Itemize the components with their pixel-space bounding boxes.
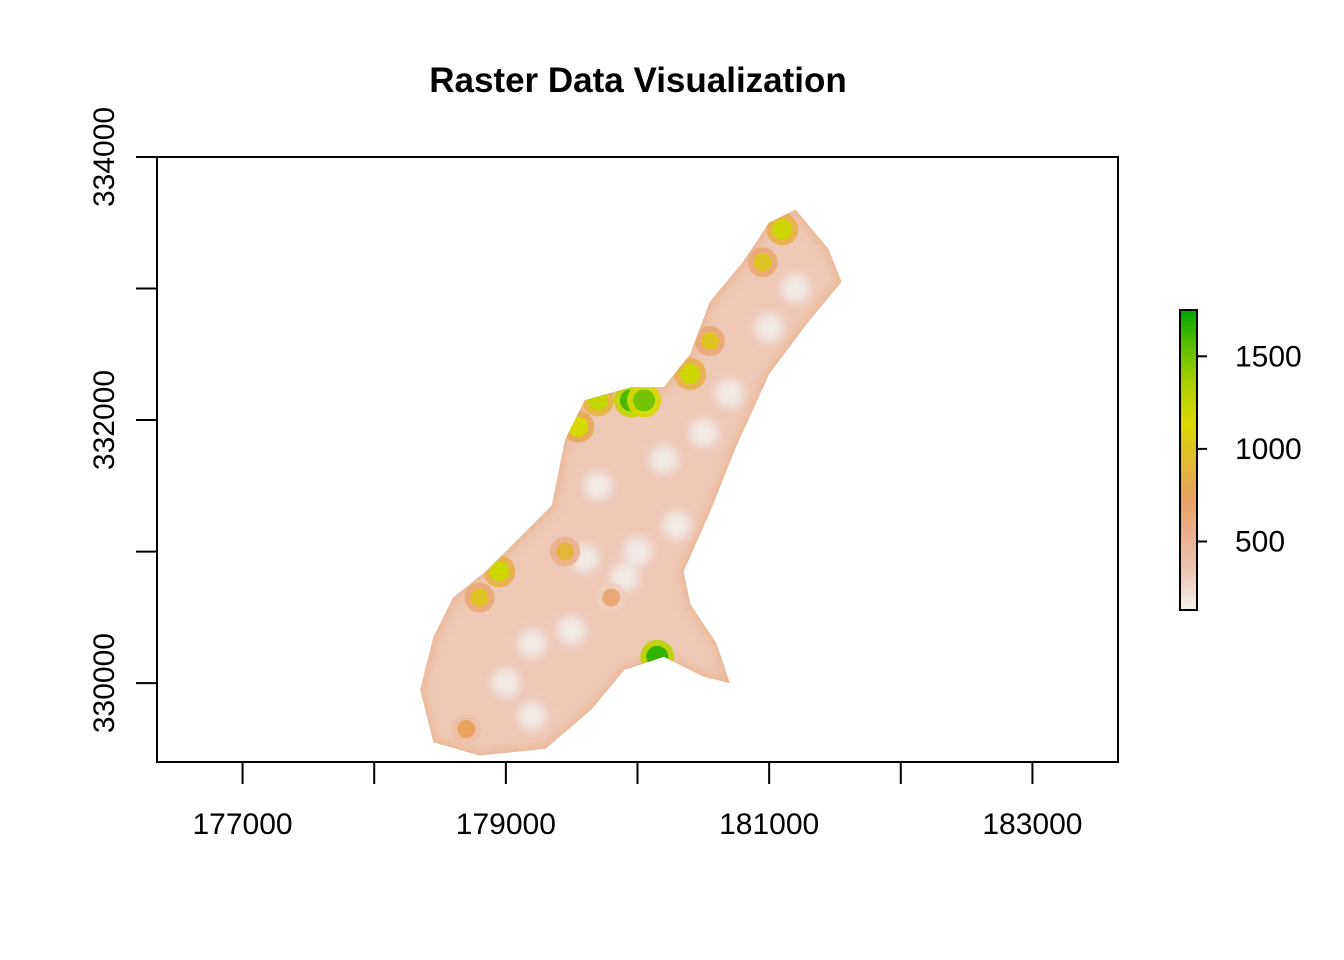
raster-hotspot xyxy=(556,542,575,561)
y-tick-label: 334000 xyxy=(88,107,121,207)
y-tick-label: 332000 xyxy=(88,370,121,470)
raster-low-spot xyxy=(781,274,810,303)
legend-tick-label: 1500 xyxy=(1235,340,1302,373)
raster-interior xyxy=(420,209,842,756)
raster-low-spot xyxy=(755,313,784,342)
raster-hotspot xyxy=(457,720,476,739)
x-tick-label: 181000 xyxy=(719,808,819,841)
raster-hotspot xyxy=(568,416,589,437)
raster-hotspot xyxy=(470,588,489,607)
raster-hotspot xyxy=(489,561,510,582)
raster-hotspot xyxy=(633,389,656,412)
raster-hotspot xyxy=(680,364,701,385)
raster-hotspot xyxy=(753,253,772,272)
raster-low-spot xyxy=(715,379,744,408)
raster-low-spot xyxy=(623,537,652,566)
raster-low-spot xyxy=(649,445,678,474)
raster-low-spot xyxy=(518,701,547,730)
raster-low-spot xyxy=(491,669,520,698)
x-tick-label: 179000 xyxy=(456,808,556,841)
legend-tick-label: 1000 xyxy=(1235,433,1302,466)
raster-hotspot xyxy=(700,332,719,351)
x-axis: 177000 179000 181000 183000 xyxy=(193,761,1082,841)
raster-hotspot xyxy=(602,588,621,607)
raster-low-spot xyxy=(557,616,586,645)
x-tick-label: 183000 xyxy=(982,808,1082,841)
raster-hotspot xyxy=(772,219,793,240)
color-legend: 500 1000 1500 xyxy=(1179,309,1302,611)
raster-hotspot xyxy=(588,390,609,411)
legend-tick-label: 500 xyxy=(1235,525,1285,558)
raster-low-spot xyxy=(662,511,691,540)
x-tick-label: 177000 xyxy=(193,808,293,841)
chart-title: Raster Data Visualization xyxy=(429,61,847,100)
raster-surface xyxy=(420,209,842,756)
raster-base xyxy=(420,209,842,756)
y-axis: 330000 332000 334000 xyxy=(88,107,158,733)
raster-hotspot xyxy=(646,645,669,668)
raster-low-spot xyxy=(689,419,718,448)
y-tick-label: 330000 xyxy=(88,633,121,733)
raster-layer xyxy=(420,209,842,756)
raster-low-spot xyxy=(584,471,613,500)
raster-low-spot xyxy=(518,629,547,658)
legend-color-bar xyxy=(1179,309,1198,611)
